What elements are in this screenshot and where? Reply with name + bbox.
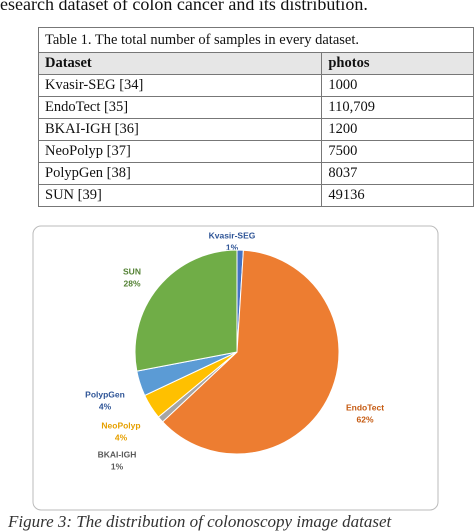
table-row: SUN [39] 49136 <box>37 184 474 207</box>
chart-frame <box>32 225 439 511</box>
slice-label: PolypGen <box>85 389 125 399</box>
slice-label: Kvasir-SEG <box>209 230 256 240</box>
slice-value-label: 4% <box>115 432 128 442</box>
table-cell: 1000 <box>321 74 474 97</box>
slice-value-label: 1% <box>226 242 239 252</box>
slice-value-label: 1% <box>111 461 124 471</box>
table-row: Kvasir-SEG [34] 1000 <box>37 74 474 97</box>
table-cell: 49136 <box>321 184 474 207</box>
table-title-row: Table 1. The total number of samples in … <box>38 27 474 53</box>
slice-value-label: 28% <box>123 278 140 288</box>
table-cell: 110,709 <box>321 96 474 119</box>
slice-label: NeoPolyp <box>101 420 140 430</box>
figure-caption: Figure 3: The distribution of colonoscop… <box>8 512 392 531</box>
slice-label: BKAI-IGH <box>98 449 137 459</box>
slice-value-label: 62% <box>356 414 373 424</box>
slice-label: SUN <box>123 266 141 276</box>
data-table: Table 1. The total number of samples in … <box>37 27 474 207</box>
table-row: PolypGen [38] 8037 <box>37 162 474 185</box>
slice-label: EndoTect <box>346 402 384 412</box>
slice-value-label: 4% <box>99 401 112 411</box>
table-row: NeoPolyp [37] 7500 <box>37 140 474 163</box>
pie-slice <box>161 249 340 455</box>
table-cell: SUN [39] <box>37 184 323 207</box>
pie-slice <box>134 249 238 372</box>
table-row: BKAI-IGH [36] 1200 <box>37 118 474 141</box>
intro-text: esearch dataset of colon cancer and its … <box>0 0 368 14</box>
table-title: Table 1. The total number of samples in … <box>38 27 474 53</box>
table-cell: BKAI-IGH [36] <box>37 118 323 141</box>
